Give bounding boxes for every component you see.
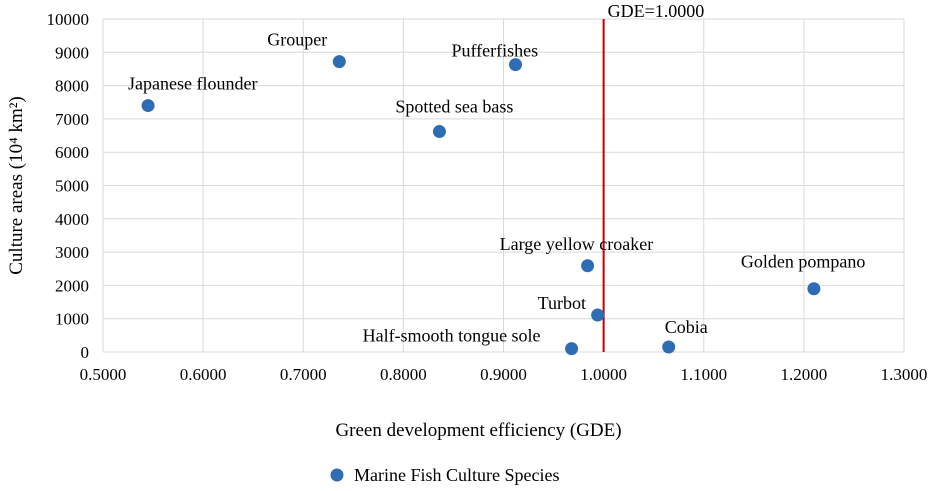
reference-line-label: GDE=1.0000 — [608, 1, 705, 21]
y-tick-label: 8000 — [55, 77, 89, 96]
data-point[interactable] — [332, 55, 346, 69]
data-point[interactable] — [581, 259, 595, 273]
x-tick-label: 1.3000 — [881, 365, 928, 384]
y-tick-label: 6000 — [55, 143, 89, 162]
y-tick-label: 7000 — [55, 110, 89, 129]
x-tick-label: 0.9000 — [480, 365, 527, 384]
y-tick-label: 0 — [81, 343, 90, 362]
x-tick-label: 1.0000 — [580, 365, 627, 384]
x-tick-label: 0.5000 — [80, 365, 127, 384]
y-tick-label: 10000 — [47, 10, 90, 29]
data-point-label: Japanese flounder — [128, 74, 257, 94]
data-point-label: Pufferfishes — [452, 41, 539, 61]
y-tick-label: 1000 — [55, 310, 89, 329]
data-point[interactable] — [509, 58, 523, 72]
x-tick-label: 0.7000 — [280, 365, 327, 384]
x-axis-title: Green development efficiency (GDE) — [335, 420, 621, 441]
x-tick-label: 0.8000 — [380, 365, 427, 384]
data-point[interactable] — [591, 308, 605, 322]
x-tick-label: 1.1000 — [680, 365, 727, 384]
data-point-label: Half-smooth tongue sole — [363, 326, 541, 346]
data-point-label: Spotted sea bass — [395, 97, 513, 117]
x-tick-label: 1.2000 — [781, 365, 828, 384]
data-point-label: Golden pompano — [741, 252, 865, 272]
y-axis-title: Culture areas (10⁴ km²) — [6, 96, 27, 275]
data-point[interactable] — [432, 125, 446, 139]
data-point[interactable] — [662, 340, 676, 354]
data-point[interactable] — [807, 282, 821, 296]
data-point[interactable] — [141, 99, 155, 113]
data-point-label: Turbot — [538, 293, 586, 313]
data-point-label: Large yellow croaker — [500, 234, 654, 254]
data-point-label: Grouper — [267, 30, 327, 50]
legend-label: Marine Fish Culture Species — [354, 465, 559, 485]
y-tick-label: 2000 — [55, 276, 89, 295]
x-tick-label: 0.6000 — [180, 365, 227, 384]
legend-marker — [330, 468, 344, 482]
y-tick-label: 5000 — [55, 177, 89, 196]
y-tick-label: 4000 — [55, 210, 89, 229]
y-tick-label: 9000 — [55, 43, 89, 62]
y-tick-label: 3000 — [55, 243, 89, 262]
data-point-label: Cobia — [665, 317, 708, 337]
data-point[interactable] — [565, 342, 579, 356]
